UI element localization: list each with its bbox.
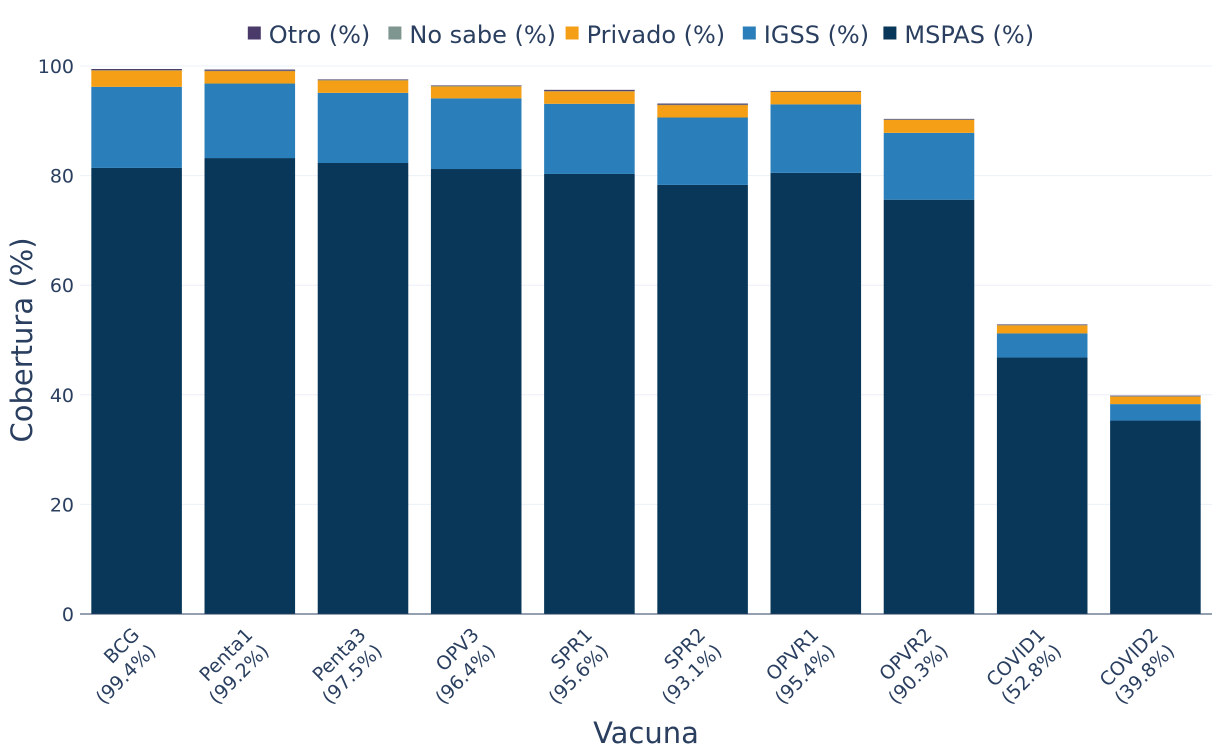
x-axis-ticks: BCG(99.4%) Penta1(99.2%) Penta3(97.5%) OPV3… bbox=[75, 624, 1180, 709]
bar-segment-mspas-covid2 bbox=[1110, 420, 1201, 614]
x-tick-covid1: COVID1(52.8%) bbox=[981, 624, 1066, 709]
bar-segment-otro-bcg bbox=[91, 69, 182, 71]
x-tick-label: COVID1(52.8%) bbox=[981, 624, 1066, 709]
x-tick-spr1: SPR1(95.6%) bbox=[528, 624, 613, 709]
bar-segment-mspas-spr2 bbox=[657, 184, 748, 614]
bar-segment-privado-covid2 bbox=[1110, 396, 1201, 405]
bar-segment-otro-penta3 bbox=[317, 79, 409, 80]
x-tick-opvr1: OPVR1(95.4%) bbox=[755, 624, 840, 709]
y-axis-ticks: 0 20 40 60 80 100 bbox=[38, 56, 74, 626]
bar-segment-no-opvr1 bbox=[770, 91, 862, 92]
bar-segment-otro-spr2 bbox=[657, 103, 748, 105]
y-tick-label: 40 bbox=[50, 385, 74, 407]
bar-segment-igss-covid2 bbox=[1110, 404, 1201, 421]
bar-segment-otro-opvr1 bbox=[770, 90, 862, 92]
x-tick-label: Penta3(97.5%) bbox=[302, 624, 387, 709]
bar-segment-otro-covid1 bbox=[996, 324, 1088, 325]
y-tick-label: 0 bbox=[62, 604, 74, 626]
bar-segment-otro-opv3 bbox=[430, 85, 522, 87]
legend-label: No sabe (%) bbox=[409, 21, 556, 49]
y-tick-label: 60 bbox=[50, 275, 74, 297]
x-tick-label: BCG(99.4%) bbox=[75, 624, 160, 709]
bar-segment-mspas-penta1 bbox=[204, 158, 296, 614]
bar-segment-mspas-spr1 bbox=[544, 173, 635, 614]
y-tick-label: 100 bbox=[38, 56, 74, 78]
x-tick-covid2: COVID2(39.8%) bbox=[1094, 624, 1180, 709]
legend-item-no[interactable]: No sabe (%) bbox=[388, 21, 556, 49]
legend-item-igss[interactable]: IGSS (%) bbox=[742, 21, 869, 49]
x-tick-opv3: OPV3(96.4%) bbox=[415, 624, 500, 709]
legend-item-mspas[interactable]: MSPAS (%) bbox=[883, 21, 1034, 49]
legend-label: Privado (%) bbox=[587, 21, 726, 49]
legend-item-otro[interactable]: Otro (%) bbox=[247, 21, 370, 49]
legend-swatch bbox=[247, 26, 261, 40]
bar-segment-igss-spr2 bbox=[657, 117, 748, 185]
bar-segment-igss-covid1 bbox=[996, 333, 1088, 358]
legend-swatch bbox=[742, 26, 756, 40]
bar-segment-mspas-opvr1 bbox=[770, 172, 862, 615]
x-tick-label: SPR1(95.6%) bbox=[528, 624, 613, 709]
bar-segment-igss-spr1 bbox=[544, 103, 635, 174]
bar-segment-otro-opvr2 bbox=[883, 118, 975, 120]
x-tick-label: COVID2(39.8%) bbox=[1094, 624, 1179, 709]
bar-segment-no-opvr2 bbox=[883, 119, 975, 120]
bar-segment-mspas-opvr2 bbox=[883, 199, 975, 614]
y-tick-label: 20 bbox=[50, 494, 74, 516]
legend-item-privado[interactable]: Privado (%) bbox=[565, 21, 726, 49]
bar-segment-igss-bcg bbox=[91, 86, 182, 168]
bar-segment-otro-covid2 bbox=[1110, 395, 1201, 397]
bar-segment-otro-spr1 bbox=[544, 89, 635, 91]
bar-segment-privado-opvr2 bbox=[883, 119, 975, 133]
y-tick-label: 80 bbox=[50, 166, 74, 188]
legend-label: MSPAS (%) bbox=[904, 21, 1034, 49]
bar-segment-privado-penta3 bbox=[317, 80, 409, 93]
legend-swatch bbox=[565, 26, 579, 40]
bar-segment-privado-penta1 bbox=[204, 70, 296, 84]
bar-segment-mspas-penta3 bbox=[317, 162, 409, 614]
bar-segment-no-penta3 bbox=[317, 79, 409, 81]
bar-segment-mspas-opv3 bbox=[430, 169, 522, 615]
bar-segment-no-covid1 bbox=[996, 324, 1088, 326]
legend-swatch bbox=[388, 26, 402, 40]
bar-segment-privado-spr1 bbox=[544, 91, 635, 104]
x-tick-label: OPV3(96.4%) bbox=[415, 624, 500, 709]
bar-segment-mspas-bcg bbox=[91, 167, 182, 615]
x-tick-label: SPR2(93.1%) bbox=[641, 624, 726, 709]
x-tick-spr2: SPR2(93.1%) bbox=[641, 624, 727, 709]
bar-segment-privado-covid1 bbox=[996, 325, 1088, 334]
x-tick-label: OPVR2(90.3%) bbox=[868, 624, 953, 709]
y-axis-title: Cobertura (%) bbox=[5, 237, 39, 442]
bar-segment-no-spr1 bbox=[544, 90, 635, 92]
bar-segment-no-bcg bbox=[91, 70, 182, 71]
bar-segment-mspas-covid1 bbox=[996, 357, 1088, 614]
legend-label: IGSS (%) bbox=[764, 21, 869, 49]
bar-segment-igss-penta3 bbox=[317, 92, 409, 163]
bar-segment-otro-penta1 bbox=[204, 69, 296, 71]
bar-segment-privado-opvr1 bbox=[770, 91, 862, 105]
x-tick-opvr2: OPVR2(90.3%) bbox=[868, 624, 953, 709]
x-tick-penta1: Penta1(99.2%) bbox=[189, 624, 274, 709]
bar-segment-privado-bcg bbox=[91, 70, 182, 87]
bars bbox=[91, 69, 1201, 615]
bar-segment-igss-penta1 bbox=[204, 83, 296, 159]
legend-label: Otro (%) bbox=[269, 21, 370, 49]
bar-segment-privado-spr2 bbox=[657, 104, 748, 118]
bar-segment-no-spr2 bbox=[657, 104, 748, 106]
legend: Otro (%) No sabe (%) Privado (%) IGSS (%) MS… bbox=[247, 21, 1034, 49]
bar-segment-igss-opv3 bbox=[430, 98, 522, 170]
legend-swatch bbox=[883, 26, 897, 40]
x-tick-penta3: Penta3(97.5%) bbox=[302, 624, 387, 709]
bar-segment-igss-opvr2 bbox=[883, 132, 975, 200]
x-axis-title: Vacuna bbox=[593, 716, 699, 750]
x-tick-label: Penta1(99.2%) bbox=[189, 624, 274, 709]
bar-segment-no-penta1 bbox=[204, 70, 296, 72]
x-tick-bcg: BCG(99.4%) bbox=[75, 624, 161, 709]
bar-segment-privado-opv3 bbox=[430, 86, 522, 99]
bar-segment-no-covid2 bbox=[1110, 396, 1201, 397]
bar-segment-no-opv3 bbox=[430, 86, 522, 87]
x-tick-label: OPVR1(95.4%) bbox=[755, 624, 840, 709]
bar-segment-igss-opvr1 bbox=[770, 104, 862, 173]
